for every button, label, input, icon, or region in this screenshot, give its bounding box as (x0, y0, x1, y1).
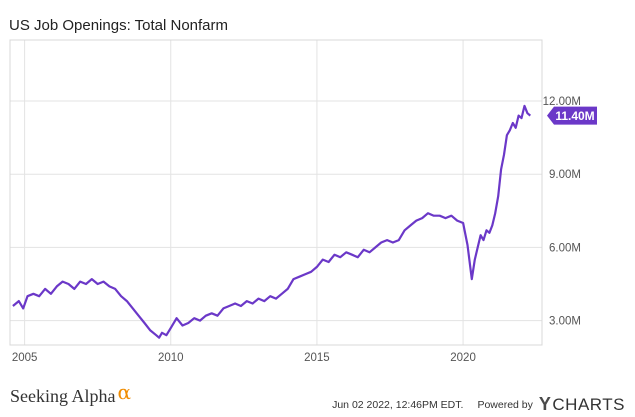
horizontal-gridlines (10, 100, 542, 322)
x-tick-labels: 2005 2010 2015 2020 (12, 352, 476, 364)
timestamp: Jun 02 2022, 12:46PM EDT. (332, 398, 464, 411)
last-value-callout: 11.40M (547, 106, 597, 125)
callout-value: 11.40M (555, 109, 594, 123)
chart-title: US Job Openings: Total Nonfarm (9, 17, 229, 34)
y-tick-labels: 3.00M 6.00M 9.00M 12.00M (543, 96, 581, 328)
alpha-symbol: α (117, 380, 132, 404)
line-chart: 3.00M 6.00M 9.00M 12.00M 2005 2010 2015 2020 1… (9, 39, 597, 364)
x-tick-label: 2005 (12, 352, 38, 364)
series-line (12, 104, 532, 339)
callout-badge (547, 106, 597, 125)
plot-border (9, 39, 543, 346)
x-tick-label: 2015 (304, 352, 330, 364)
y-tick-label: 12.00M (543, 96, 581, 108)
ycharts-y-icon: Y (538, 394, 552, 414)
y-tick-label: 6.00M (549, 242, 581, 254)
x-tick-label: 2020 (450, 352, 476, 364)
powered-by-label: Powered by (477, 398, 533, 411)
vertical-gridlines (24, 40, 464, 345)
ycharts-logo[interactable]: Y CHARTS (539, 394, 625, 415)
brand-name: Seeking Alpha (10, 386, 116, 406)
ycharts-wordmark: CHARTS (552, 394, 625, 414)
seeking-alpha-logo[interactable]: Seeking Alpha α (10, 380, 131, 407)
x-tick-label: 2010 (158, 352, 184, 364)
y-tick-label: 9.00M (549, 169, 581, 181)
footer-attribution: Jun 02 2022, 12:46PM EDT. Powered by Y C… (332, 394, 625, 415)
y-tick-label: 3.00M (549, 316, 581, 328)
